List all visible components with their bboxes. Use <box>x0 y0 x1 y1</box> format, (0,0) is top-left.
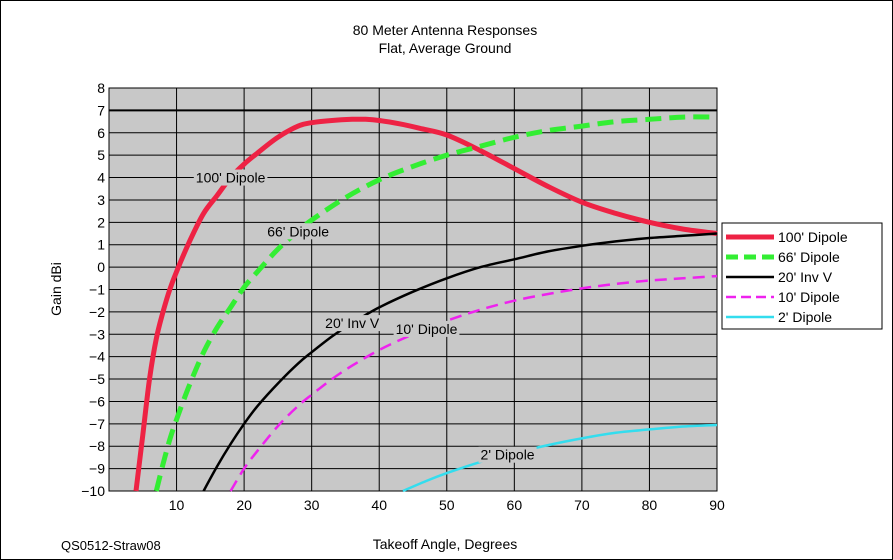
y-tick-label: 0 <box>97 259 105 275</box>
annotation-bg <box>478 446 537 463</box>
y-axis-label: Gain dBi <box>48 262 64 316</box>
legend-label: 10' Dipole <box>778 289 840 305</box>
annotation-bg <box>393 320 460 337</box>
figure-credit: QS0512-Straw08 <box>61 538 161 553</box>
annotation-bg <box>265 223 332 240</box>
y-tick-label: 6 <box>97 125 105 141</box>
legend-label: 66' Dipole <box>778 249 840 265</box>
series-annotation: 100' Dipole <box>196 170 266 186</box>
x-tick-label: 40 <box>371 497 387 513</box>
y-tick-label: −1 <box>89 282 105 298</box>
series-annotation: 10' Dipole <box>396 321 458 337</box>
legend-label: 20' Inv V <box>778 269 833 285</box>
y-tick-label: 5 <box>97 147 105 163</box>
y-tick-label: −8 <box>89 438 105 454</box>
y-tick-label: −9 <box>89 461 105 477</box>
chart-subtitle: Flat, Average Ground <box>379 40 512 56</box>
y-tick-label: 4 <box>97 170 105 186</box>
x-tick-label: 90 <box>709 497 725 513</box>
y-tick-label: −3 <box>89 326 105 342</box>
series-annotation: 2' Dipole <box>481 447 535 463</box>
y-tick-label: −4 <box>89 349 105 365</box>
series-lines <box>133 114 718 493</box>
y-tick-label: 7 <box>97 102 105 118</box>
x-tick-label: 60 <box>507 497 523 513</box>
series-line-3 <box>229 274 718 492</box>
y-tick-label: −10 <box>81 483 105 499</box>
series-annotations: 100' Dipole 66' Dipole 20' Inv V 10' Dipole… <box>193 169 537 463</box>
y-tick-label: −6 <box>89 393 105 409</box>
legend-label: 100' Dipole <box>778 229 848 245</box>
y-tick-label: 1 <box>97 237 105 253</box>
series-annotation: 20' Inv V <box>325 315 380 331</box>
x-axis-label: Takeoff Angle, Degrees <box>373 536 518 552</box>
series-line-1 <box>153 114 718 492</box>
y-tick-label: −2 <box>89 304 105 320</box>
x-tick-label: 80 <box>642 497 658 513</box>
x-tick-label: 20 <box>236 497 252 513</box>
legend: 100' Dipole 66' Dipole 20' Inv V 10' Dipole… <box>721 222 883 330</box>
series-line-2 <box>202 232 718 492</box>
annotation-bg <box>193 169 268 186</box>
chart-title: 80 Meter Antenna Responses <box>353 22 537 38</box>
x-tick-label: 10 <box>169 497 185 513</box>
series-line-4 <box>402 423 718 493</box>
y-tick-label: 2 <box>97 214 105 230</box>
y-tick-label: 8 <box>97 80 105 96</box>
annotation-bg <box>323 315 382 332</box>
y-tick-label: −5 <box>89 371 105 387</box>
series-line-0 <box>133 116 718 492</box>
x-tick-label: 50 <box>439 497 455 513</box>
series-annotation: 66' Dipole <box>267 223 329 239</box>
x-tick-label: 70 <box>574 497 590 513</box>
y-tick-label: −7 <box>89 416 105 432</box>
y-tick-label: 3 <box>97 192 105 208</box>
legend-label: 2' Dipole <box>778 309 832 325</box>
x-tick-label: 30 <box>304 497 320 513</box>
